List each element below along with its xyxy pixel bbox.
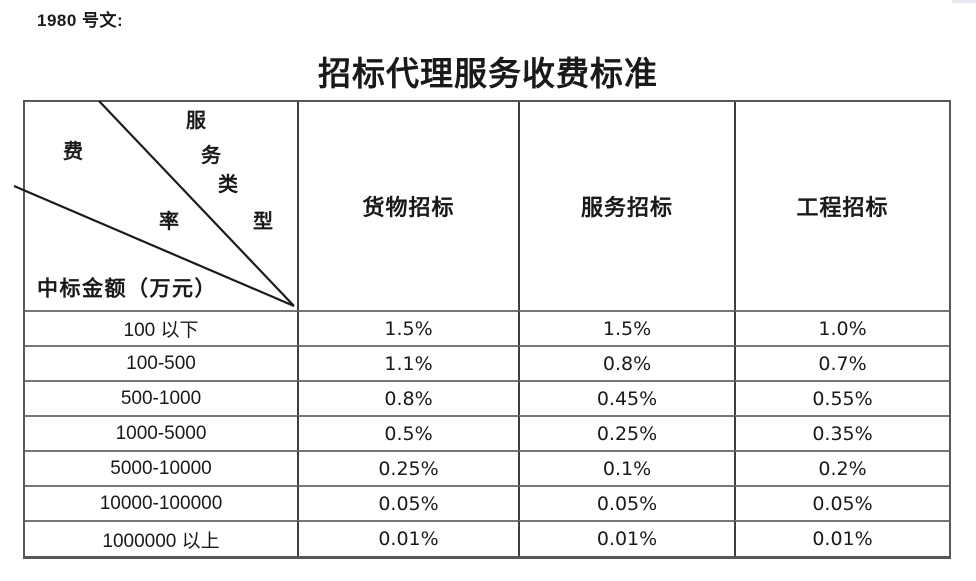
rate-cell: 0.25%: [518, 415, 734, 450]
amount-range-cell: 1000000 以上: [25, 520, 297, 556]
amount-range-cell: 100 以下: [25, 310, 297, 345]
page-title: 招标代理服务收费标准: [318, 57, 658, 93]
diagonal-header-cell: 服 务 类 型 费 率 中标金额（万元）: [13, 100, 297, 310]
screen-edge-artifact: [952, 0, 976, 3]
doc-number: 1980 号文:: [37, 11, 124, 30]
service-type-label-char: 服: [186, 110, 206, 132]
rate-cell: 0.05%: [734, 485, 949, 520]
rate-cell: 0.8%: [297, 380, 518, 415]
rate-label-char: 率: [159, 211, 179, 233]
rate-cell: 0.05%: [297, 485, 518, 520]
rate-cell: 0.55%: [734, 380, 949, 415]
rate-label-char: 费: [63, 141, 83, 163]
rate-cell: 0.35%: [734, 415, 949, 450]
rate-cell: 1.5%: [297, 310, 518, 345]
rate-cell: 0.01%: [518, 520, 734, 556]
diagonal-divider-lines: [13, 100, 295, 308]
rate-cell: 0.01%: [297, 520, 518, 556]
rate-cell: 1.1%: [297, 345, 518, 380]
column-header-services: 服务招标: [518, 102, 734, 310]
rate-cell: 1.5%: [518, 310, 734, 345]
amount-axis-label: 中标金额（万元）: [37, 276, 217, 301]
amount-range-cell: 10000-100000: [25, 485, 297, 520]
column-header-engineering: 工程招标: [734, 102, 949, 310]
column-header-goods: 货物招标: [297, 102, 518, 310]
amount-range-cell: 500-1000: [25, 380, 297, 415]
amount-range-cell: 100-500: [25, 345, 297, 380]
rate-cell: 0.7%: [734, 345, 949, 380]
service-type-label-char: 型: [253, 211, 273, 233]
amount-range-cell: 5000-10000: [25, 450, 297, 485]
rate-cell: 0.8%: [518, 345, 734, 380]
rate-cell: 0.45%: [518, 380, 734, 415]
rate-cell: 1.0%: [734, 310, 949, 345]
rate-cell: 0.05%: [518, 485, 734, 520]
rate-cell: 0.1%: [518, 450, 734, 485]
rate-cell: 0.01%: [734, 520, 949, 556]
amount-range-cell: 1000-5000: [25, 415, 297, 450]
fee-table: 服 务 类 型 费 率 中标金额（万元） 货物招标 服务招标 工程招标 100 …: [13, 100, 951, 559]
rate-cell: 0.2%: [734, 450, 949, 485]
service-type-label-char: 类: [218, 174, 238, 196]
service-type-label-char: 务: [201, 145, 221, 167]
rate-cell: 0.5%: [297, 415, 518, 450]
rate-cell: 0.25%: [297, 450, 518, 485]
